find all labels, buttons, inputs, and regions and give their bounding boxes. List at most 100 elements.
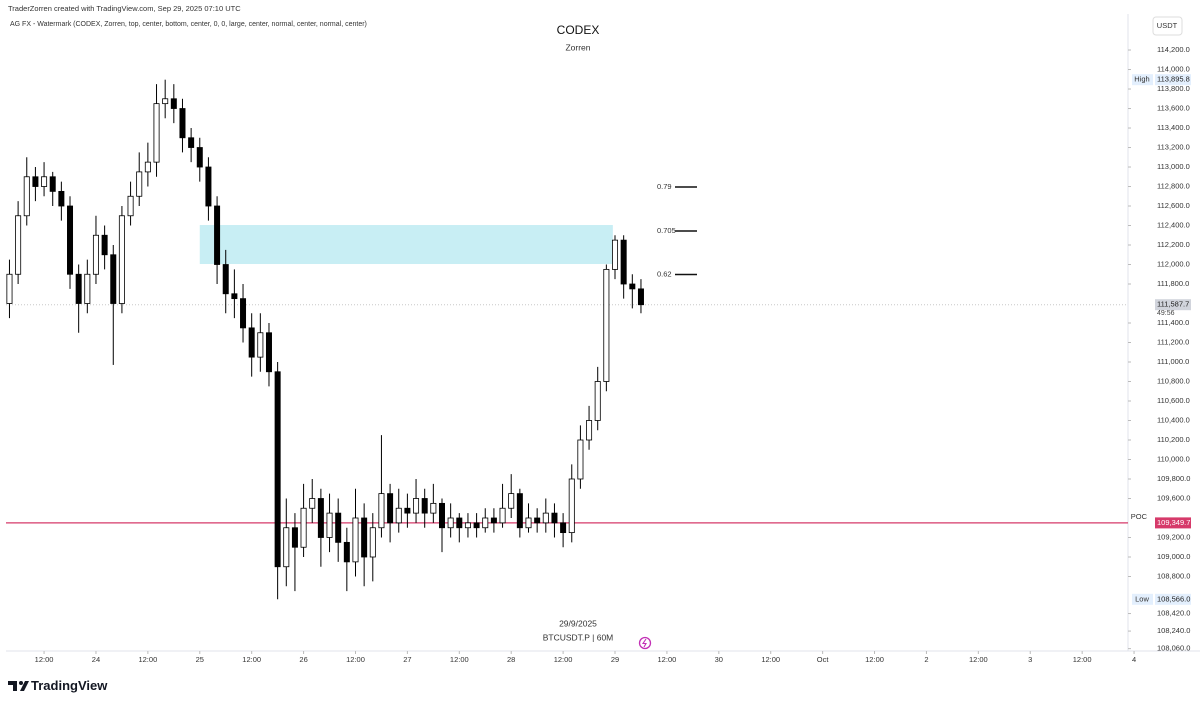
low-name: Low — [1135, 594, 1149, 603]
x-tick-label: 12:00 — [554, 655, 573, 664]
candle-body — [222, 264, 229, 295]
y-tick-label: 113,200.0 — [1157, 143, 1190, 152]
candle-body — [620, 239, 627, 285]
x-tick-label: 3 — [1028, 655, 1032, 664]
candle-body — [499, 507, 506, 524]
y-tick-label: 109,800.0 — [1157, 474, 1190, 483]
candle-body — [214, 205, 221, 265]
candle-body — [240, 298, 247, 329]
candle-body — [118, 215, 125, 304]
candle-body — [516, 493, 523, 529]
high-name-box — [1132, 74, 1153, 86]
x-tick-label: 28 — [507, 655, 515, 664]
poc-price-label: 109,349.7 — [1157, 518, 1190, 527]
x-tick-label: 24 — [92, 655, 100, 664]
candle-body — [136, 171, 143, 197]
y-tick-label: 110,400.0 — [1157, 415, 1190, 424]
candle-body — [568, 478, 575, 534]
candle-body — [560, 522, 567, 534]
x-tick-label: Oct — [817, 655, 830, 664]
candle-body — [144, 161, 151, 173]
candle-body — [300, 507, 307, 548]
candle-body — [387, 493, 394, 524]
candle-body — [265, 332, 272, 373]
candle-body — [326, 512, 333, 538]
y-tick-label: 110,800.0 — [1157, 376, 1190, 385]
candle-body — [612, 239, 619, 270]
y-tick-label: 109,000.0 — [1157, 552, 1190, 561]
candle-body — [188, 137, 195, 148]
y-tick-label: 113,600.0 — [1157, 104, 1190, 113]
candle-body — [508, 493, 515, 509]
low-price-label: 108,566.0 — [1157, 594, 1190, 603]
x-tick-label: 12:00 — [658, 655, 677, 664]
candle-body — [101, 234, 108, 256]
brand: TradingView — [31, 678, 108, 693]
candle-body — [413, 498, 420, 514]
credit: TraderZorren created with TradingView.co… — [8, 4, 241, 13]
y-tick-label: 113,000.0 — [1157, 162, 1190, 171]
poc-name: POC — [1131, 512, 1148, 521]
candle-body — [343, 541, 350, 563]
candle-body — [153, 103, 160, 163]
symbol: BTCUSDT.P | 60M — [543, 632, 614, 642]
candle-body — [430, 502, 437, 514]
candle-body — [447, 517, 454, 529]
candle-body — [6, 273, 13, 304]
y-tick-label: 110,200.0 — [1157, 435, 1190, 444]
candle-body — [404, 507, 411, 514]
chart-subtitle: Zorren — [565, 42, 590, 52]
indicator: AG FX - Watermark (CODEX, Zorren, top, c… — [10, 21, 367, 28]
candle-body — [586, 420, 593, 441]
y-tick-label: 114,200.0 — [1157, 45, 1190, 54]
y-tick-label: 110,600.0 — [1157, 396, 1190, 405]
replay-icon — [638, 636, 652, 650]
high-price-box — [1155, 74, 1191, 86]
x-tick-label: 12:00 — [346, 655, 365, 664]
candle-body — [361, 517, 368, 558]
fib-level-label: 0.79 — [657, 182, 672, 191]
y-tick-label: 113,800.0 — [1157, 84, 1190, 93]
candle-body — [369, 527, 376, 558]
candle-body — [127, 195, 134, 217]
x-tick-label: 4 — [1132, 655, 1136, 664]
candle-body — [67, 205, 74, 275]
candle-body — [196, 147, 203, 168]
x-tick-label: 29 — [611, 655, 619, 664]
candle-body — [637, 288, 644, 306]
candle-body — [525, 517, 532, 529]
y-tick-label: 113,400.0 — [1157, 123, 1190, 132]
candle-body — [473, 522, 480, 529]
candle-body — [110, 254, 117, 304]
y-tick-label: 108,060.0 — [1157, 644, 1190, 653]
y-tick-label: 114,000.0 — [1157, 65, 1190, 74]
last-price-box — [1155, 299, 1191, 311]
candle-body — [464, 522, 471, 529]
candle-body — [352, 517, 359, 563]
candle-body — [603, 268, 610, 382]
candle-body — [170, 98, 177, 109]
y-tick-label: 108,240.0 — [1157, 626, 1190, 635]
x-tick-label: 25 — [196, 655, 204, 664]
candle-body — [162, 98, 169, 105]
low-price-box — [1155, 593, 1191, 605]
brand-logo — [8, 681, 29, 691]
y-tick-label: 111,400.0 — [1157, 318, 1189, 327]
fib-level-label: 0.705 — [657, 226, 676, 235]
y-tick-label: 112,400.0 — [1157, 220, 1190, 229]
x-tick-label: 12:00 — [1073, 655, 1092, 664]
candle-body — [49, 176, 56, 192]
candle-body — [92, 234, 99, 275]
currency-box — [1152, 16, 1183, 36]
candle-body — [421, 498, 428, 514]
poc-price-box — [1155, 517, 1191, 529]
candle-body — [179, 108, 186, 139]
candle-body — [577, 439, 584, 480]
candle-body — [283, 527, 290, 568]
candle-body — [32, 176, 39, 187]
high-price-label: 113,895.8 — [1157, 75, 1190, 84]
candle-body — [75, 273, 82, 304]
candle-body — [629, 283, 636, 290]
low-name-box — [1132, 593, 1153, 605]
